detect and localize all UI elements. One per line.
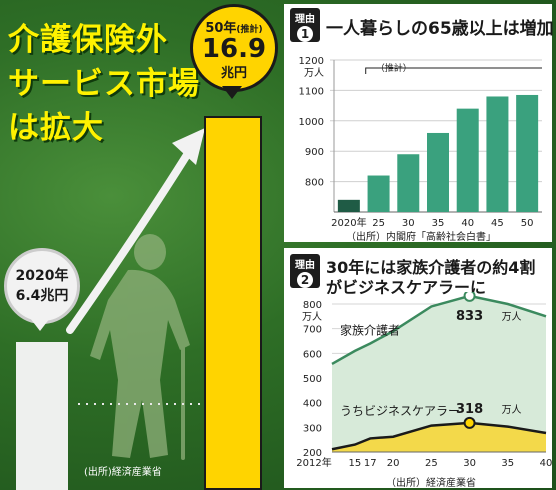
panel-1-title: 一人暮らしの65歳以上は増加 — [326, 19, 554, 39]
callout-2050-value: 16.9 — [201, 34, 267, 64]
y-tick-label: 500 — [303, 374, 322, 385]
y-tick-label: 1000 — [299, 117, 324, 128]
callout-2020-pointer-icon — [30, 318, 50, 331]
y-tick-label: 900 — [305, 147, 324, 158]
callout-2020: 2020年 6.4兆円 — [4, 248, 80, 324]
callout-2020-value: 6.4兆円 — [15, 288, 69, 304]
panel-1-source: （出所）内閣府「高齢社会白書」 — [346, 232, 496, 243]
growth-arrow-icon — [66, 146, 194, 334]
x-tick-label: 17 — [364, 458, 377, 469]
data-label-business-carers-peak: 318 — [456, 402, 483, 417]
bar — [367, 175, 390, 212]
panel-2-title-line-1: 30年には家族介護者の約4割 — [326, 258, 536, 277]
x-tick-label: 50 — [521, 218, 534, 229]
y-tick-label: 800 — [305, 178, 324, 189]
x-tick-label: 30 — [402, 218, 415, 229]
line-business-carers — [331, 421, 547, 451]
x-tick-label: 30 — [463, 458, 476, 469]
x-tick-label: 40 — [461, 218, 474, 229]
estimate-bracket — [365, 67, 542, 74]
headline-line-1: 介護保険外 — [8, 22, 168, 58]
y-tick-label: 300 — [303, 423, 322, 434]
headline-line-2: サービス市場 — [8, 66, 200, 102]
area-family-caregivers — [332, 295, 546, 452]
panel-2-source: （出所）経済産業省 — [386, 478, 476, 489]
bar-2050 — [204, 116, 262, 490]
x-tick-label: 35 — [501, 458, 514, 469]
callout-2050-estimate: (推計) — [236, 25, 263, 35]
y-tick-label: 400 — [303, 399, 322, 410]
estimate-note: （推計） — [376, 62, 412, 74]
callout-2050-year: 50年 — [205, 21, 237, 36]
reason-1-number: 1 — [297, 26, 313, 42]
x-tick-label: 40 — [540, 458, 552, 469]
y-tick-label: 200 — [303, 448, 322, 459]
x-tick-label: 2020年 — [331, 216, 366, 229]
y-tick-label: 700 — [303, 325, 322, 336]
bar — [516, 94, 539, 212]
y-tick-label: 800 — [303, 300, 322, 311]
left-chart-graphics — [66, 128, 205, 460]
reason-2-tag: 理由 2 — [290, 254, 320, 288]
data-label-family-caregivers-peak: 833 — [456, 309, 483, 324]
elderly-person-silhouette-icon — [90, 234, 190, 460]
callout-2050-unit: 兆円 — [220, 66, 247, 81]
line-family-caregivers — [331, 294, 547, 366]
data-label-business-carers-unit: 万人 — [502, 404, 522, 416]
reason-2-number: 2 — [297, 272, 313, 288]
bar — [427, 132, 449, 212]
bar — [456, 108, 479, 212]
headline-line-3: は拡大 — [8, 110, 104, 146]
left-chart-source: (出所)経済産業省 — [84, 467, 162, 478]
x-tick-label: 45 — [491, 218, 504, 229]
x-tick-label: 25 — [372, 218, 385, 229]
y-tick-label: 1200 — [299, 56, 324, 67]
bar-2020 — [16, 342, 68, 490]
x-tick-label: 2012年 — [296, 456, 331, 469]
y-tick-label: 1100 — [299, 86, 324, 97]
peak-marker-family-caregivers — [463, 292, 476, 302]
area-business-carers — [332, 422, 546, 452]
bar — [397, 154, 420, 212]
x-tick-label: 15 — [349, 458, 362, 469]
y-tick-label: 600 — [303, 349, 322, 360]
callout-2020-year: 2020年 — [15, 268, 69, 284]
x-tick-label: 35 — [432, 218, 445, 229]
bar — [486, 96, 509, 212]
x-tick-label: 20 — [387, 458, 400, 469]
y-axis-unit: 万人 — [304, 67, 324, 79]
y-axis-unit: 万人 — [302, 311, 322, 323]
series-label-business-carers: うちビジネスケアラー — [340, 404, 460, 418]
growth-arrow-head-icon — [172, 128, 205, 165]
data-label-family-caregivers-unit: 万人 — [502, 311, 522, 323]
callout-2050: 50年(推計) 16.9 兆円 — [190, 4, 278, 92]
series-label-family-caregivers: 家族介護者 — [340, 323, 400, 338]
peak-marker-business-carers — [463, 416, 476, 429]
panel-2-title-line-2: がビジネスケアラーに — [326, 278, 487, 297]
callout-2050-pointer-icon — [222, 86, 242, 99]
reason-1-tag: 理由 1 — [290, 8, 320, 42]
reason-2-label: 理由 — [295, 260, 315, 271]
bar — [337, 199, 360, 212]
reason-1-label: 理由 — [295, 14, 315, 25]
x-tick-label: 25 — [425, 458, 438, 469]
